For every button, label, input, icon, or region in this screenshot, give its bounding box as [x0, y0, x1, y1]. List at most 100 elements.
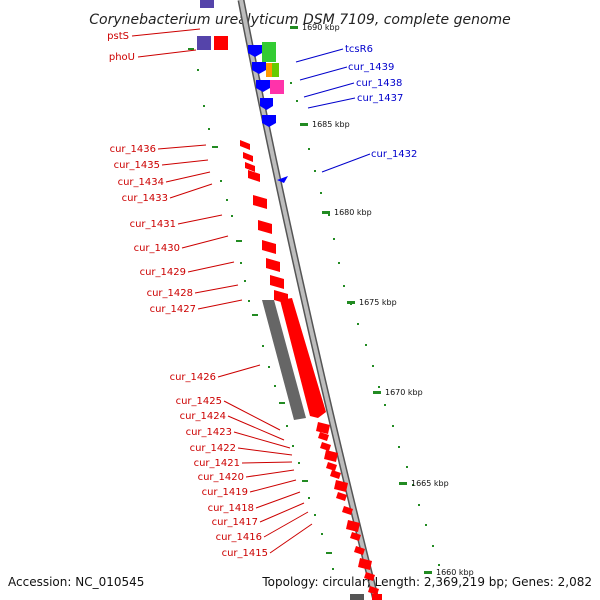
kbp-ticks: 1690 kbp 1685 kbp 1680 kbp 1675 kbp 1670 kbp… [290, 23, 474, 577]
position-dot [286, 425, 288, 427]
label-leader-line [177, 214, 223, 225]
label-leader-line [194, 284, 239, 294]
gene-label: cur_1434 [118, 177, 164, 188]
position-dot [279, 402, 285, 404]
position-dot [314, 170, 316, 172]
gene-label: cur_1430 [134, 243, 180, 254]
gene-label: cur_1418 [208, 503, 254, 514]
forward-gene-arrow [326, 462, 337, 471]
position-dot [412, 484, 414, 486]
position-dot [268, 366, 270, 368]
position-dot [231, 215, 233, 217]
grey-feature [262, 300, 306, 420]
position-dot [372, 365, 374, 367]
position-dot [290, 82, 292, 84]
position-dot [308, 148, 310, 150]
position-dot [343, 285, 345, 287]
position-dot [188, 48, 194, 50]
position-dot [220, 180, 222, 182]
position-dot [292, 445, 294, 447]
gene-label: cur_1432 [371, 149, 417, 160]
position-dot [328, 214, 330, 216]
label-leader-line [187, 261, 235, 273]
position-dot [406, 466, 408, 468]
gene-label: cur_1433 [122, 193, 168, 204]
forward-gene-arrow [258, 220, 272, 234]
gene-label: cur_1426 [170, 372, 216, 383]
gene-label: cur_1428 [147, 288, 193, 299]
reverse-gene-arrow [262, 115, 276, 127]
position-dot [384, 404, 386, 406]
gene-label: tcsR6 [345, 44, 373, 55]
forward-gene-arrow [364, 572, 375, 581]
position-dot [332, 568, 334, 570]
label-leader-line [303, 82, 355, 98]
position-dot [308, 497, 310, 499]
gene-label: cur_1435 [114, 160, 160, 171]
label-leader-line [137, 49, 197, 58]
reverse-gene-arrow [256, 80, 270, 92]
forward-gene-arrow [336, 492, 347, 501]
gene-label: cur_1416 [216, 532, 262, 543]
position-dot [338, 262, 340, 264]
gene-label: cur_1422 [190, 443, 236, 454]
label-leader-line [249, 479, 297, 493]
forward-gene-arrow [324, 450, 338, 462]
reverse-gene-arrow [252, 62, 266, 74]
position-dot [333, 238, 335, 240]
forward-gene-arrow [358, 558, 372, 570]
gene-label: cur_1424 [180, 411, 226, 422]
gene-block [214, 36, 228, 50]
position-dot [314, 514, 316, 516]
forward-gene-arrow [368, 586, 379, 595]
position-dot [302, 480, 308, 482]
tick-label: 1660 kbp [436, 568, 474, 577]
forward-gene-arrow [243, 152, 253, 162]
gene-label: pstS [107, 31, 129, 42]
label-leader-line [131, 28, 201, 37]
forward-gene-arrow [342, 506, 353, 515]
position-dot [326, 552, 332, 554]
forward-gene-arrow [346, 520, 360, 532]
position-dot [244, 280, 246, 282]
position-dot [320, 192, 322, 194]
position-dot [212, 146, 218, 148]
position-dot [357, 323, 359, 325]
forward-gene-arrow [330, 470, 341, 479]
label-leader-line [233, 431, 291, 449]
label-leader-line [245, 469, 295, 478]
position-dot [240, 262, 242, 264]
gene-label: cur_1427 [150, 304, 196, 315]
tick-mark [424, 571, 432, 574]
tick-label: 1675 kbp [359, 298, 397, 307]
position-dot [197, 69, 199, 71]
label-leader-line [157, 144, 207, 150]
gene-block [262, 42, 276, 62]
label-leader-line [259, 502, 305, 523]
gene-features [197, 0, 382, 600]
label-leader-line [181, 235, 229, 249]
label-leader-line [269, 523, 313, 554]
gene-label: cur_1436 [110, 144, 156, 155]
tick-mark [300, 123, 308, 126]
forward-gene-arrow [318, 432, 329, 441]
tick-mark [290, 26, 298, 29]
label-leader-line [169, 183, 213, 199]
forward-gene-arrow [262, 240, 276, 254]
gene-block [200, 0, 214, 8]
position-dot [248, 300, 250, 302]
position-dot [438, 564, 440, 566]
forward-gene-arrow [320, 442, 331, 451]
position-dot [298, 462, 300, 464]
gene-block [272, 63, 279, 77]
forward-gene-arrow [334, 480, 348, 492]
label-leader-line [165, 171, 211, 183]
label-leader-line [197, 299, 243, 310]
gene-block [197, 36, 211, 50]
position-dot [432, 545, 434, 547]
gene-block [270, 80, 284, 94]
gene-label: cur_1425 [176, 396, 222, 407]
position-dot [365, 344, 367, 346]
tick-mark [347, 301, 355, 304]
label-leader-line [223, 400, 281, 431]
